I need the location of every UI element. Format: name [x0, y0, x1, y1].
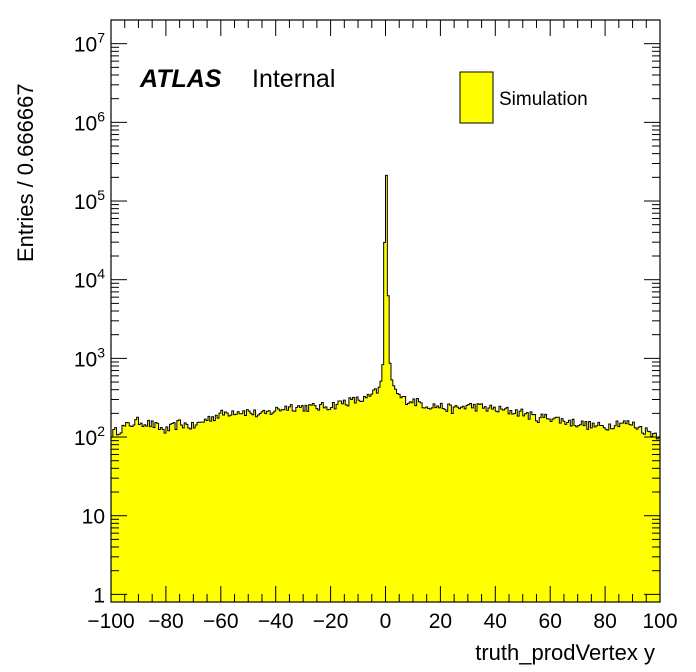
- x-axis-title: truth_prodVertex y: [475, 640, 655, 665]
- x-tick-label: −100: [87, 610, 134, 633]
- y-tick-label: 103: [74, 344, 105, 371]
- x-tick-label: 20: [429, 610, 452, 633]
- x-tick-label: 40: [484, 610, 507, 633]
- histogram-outline: [111, 174, 660, 440]
- y-tick-label: 105: [74, 187, 105, 214]
- histogram-fill: [111, 175, 660, 603]
- atlas-label: ATLAS: [139, 65, 222, 93]
- legend-label-simulation: Simulation: [499, 89, 588, 110]
- legend-swatch-simulation: [459, 71, 494, 124]
- y-tick-label: 106: [74, 108, 105, 135]
- y-tick-label: 102: [74, 423, 105, 450]
- x-tick-labels: −100 −80 −60 −40 −20 0 20 40 60 80 100: [87, 610, 677, 633]
- x-tick-label: −80: [148, 610, 184, 633]
- y-axis-title: Entries / 0.666667: [13, 83, 38, 262]
- x-tick-label: −60: [203, 610, 239, 633]
- x-tick-label: 0: [380, 610, 392, 633]
- x-tick-label: −20: [313, 610, 349, 633]
- plot-frame: [110, 19, 661, 603]
- internal-label: Internal: [252, 65, 335, 93]
- y-tick-labels: 1 10 102 103 104 105 106 107: [74, 30, 105, 608]
- x-tick-label: 60: [539, 610, 562, 633]
- x-tick-label: 100: [642, 610, 677, 633]
- y-tick-label: 1: [93, 584, 105, 607]
- x-tick-label: 80: [593, 610, 616, 633]
- x-tick-label: −40: [258, 610, 294, 633]
- y-tick-label: 10: [82, 506, 105, 529]
- axis-ticks: [110, 19, 661, 602]
- y-tick-label: 107: [74, 30, 105, 57]
- y-tick-label: 104: [74, 266, 105, 293]
